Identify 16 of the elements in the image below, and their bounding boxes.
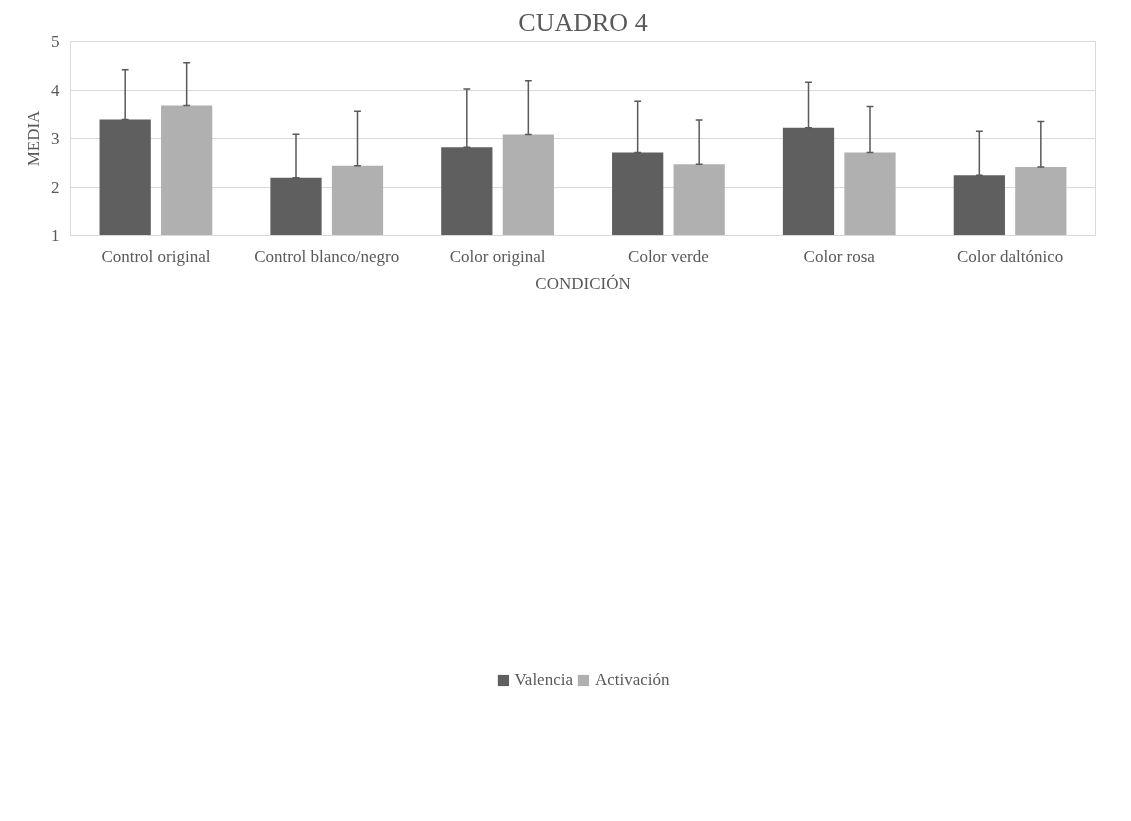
legend-label: Valencia <box>514 670 573 690</box>
x-axis-title: CONDICIÓN <box>535 273 631 293</box>
x-tick-label: Color rosa <box>803 246 876 266</box>
y-tick-label: 2 <box>51 177 60 197</box>
y-tick-label: 1 <box>51 226 60 245</box>
x-tick-label: Control original <box>101 246 211 266</box>
y-axis-title: MEDIA <box>24 109 43 167</box>
x-tick-label: Color original <box>449 246 546 266</box>
y-tick-label: 3 <box>51 129 60 148</box>
y-tick-label: 5 <box>51 32 60 51</box>
y-tick-label: 4 <box>51 80 60 100</box>
legend-label: Activación <box>594 670 670 690</box>
chart-title: CUADRO 4 <box>518 7 648 37</box>
x-tick-label: Control blanco/negro <box>254 246 400 266</box>
x-tick-label: Color verde <box>628 246 709 266</box>
x-tick-label: Color daltónico <box>956 246 1064 266</box>
